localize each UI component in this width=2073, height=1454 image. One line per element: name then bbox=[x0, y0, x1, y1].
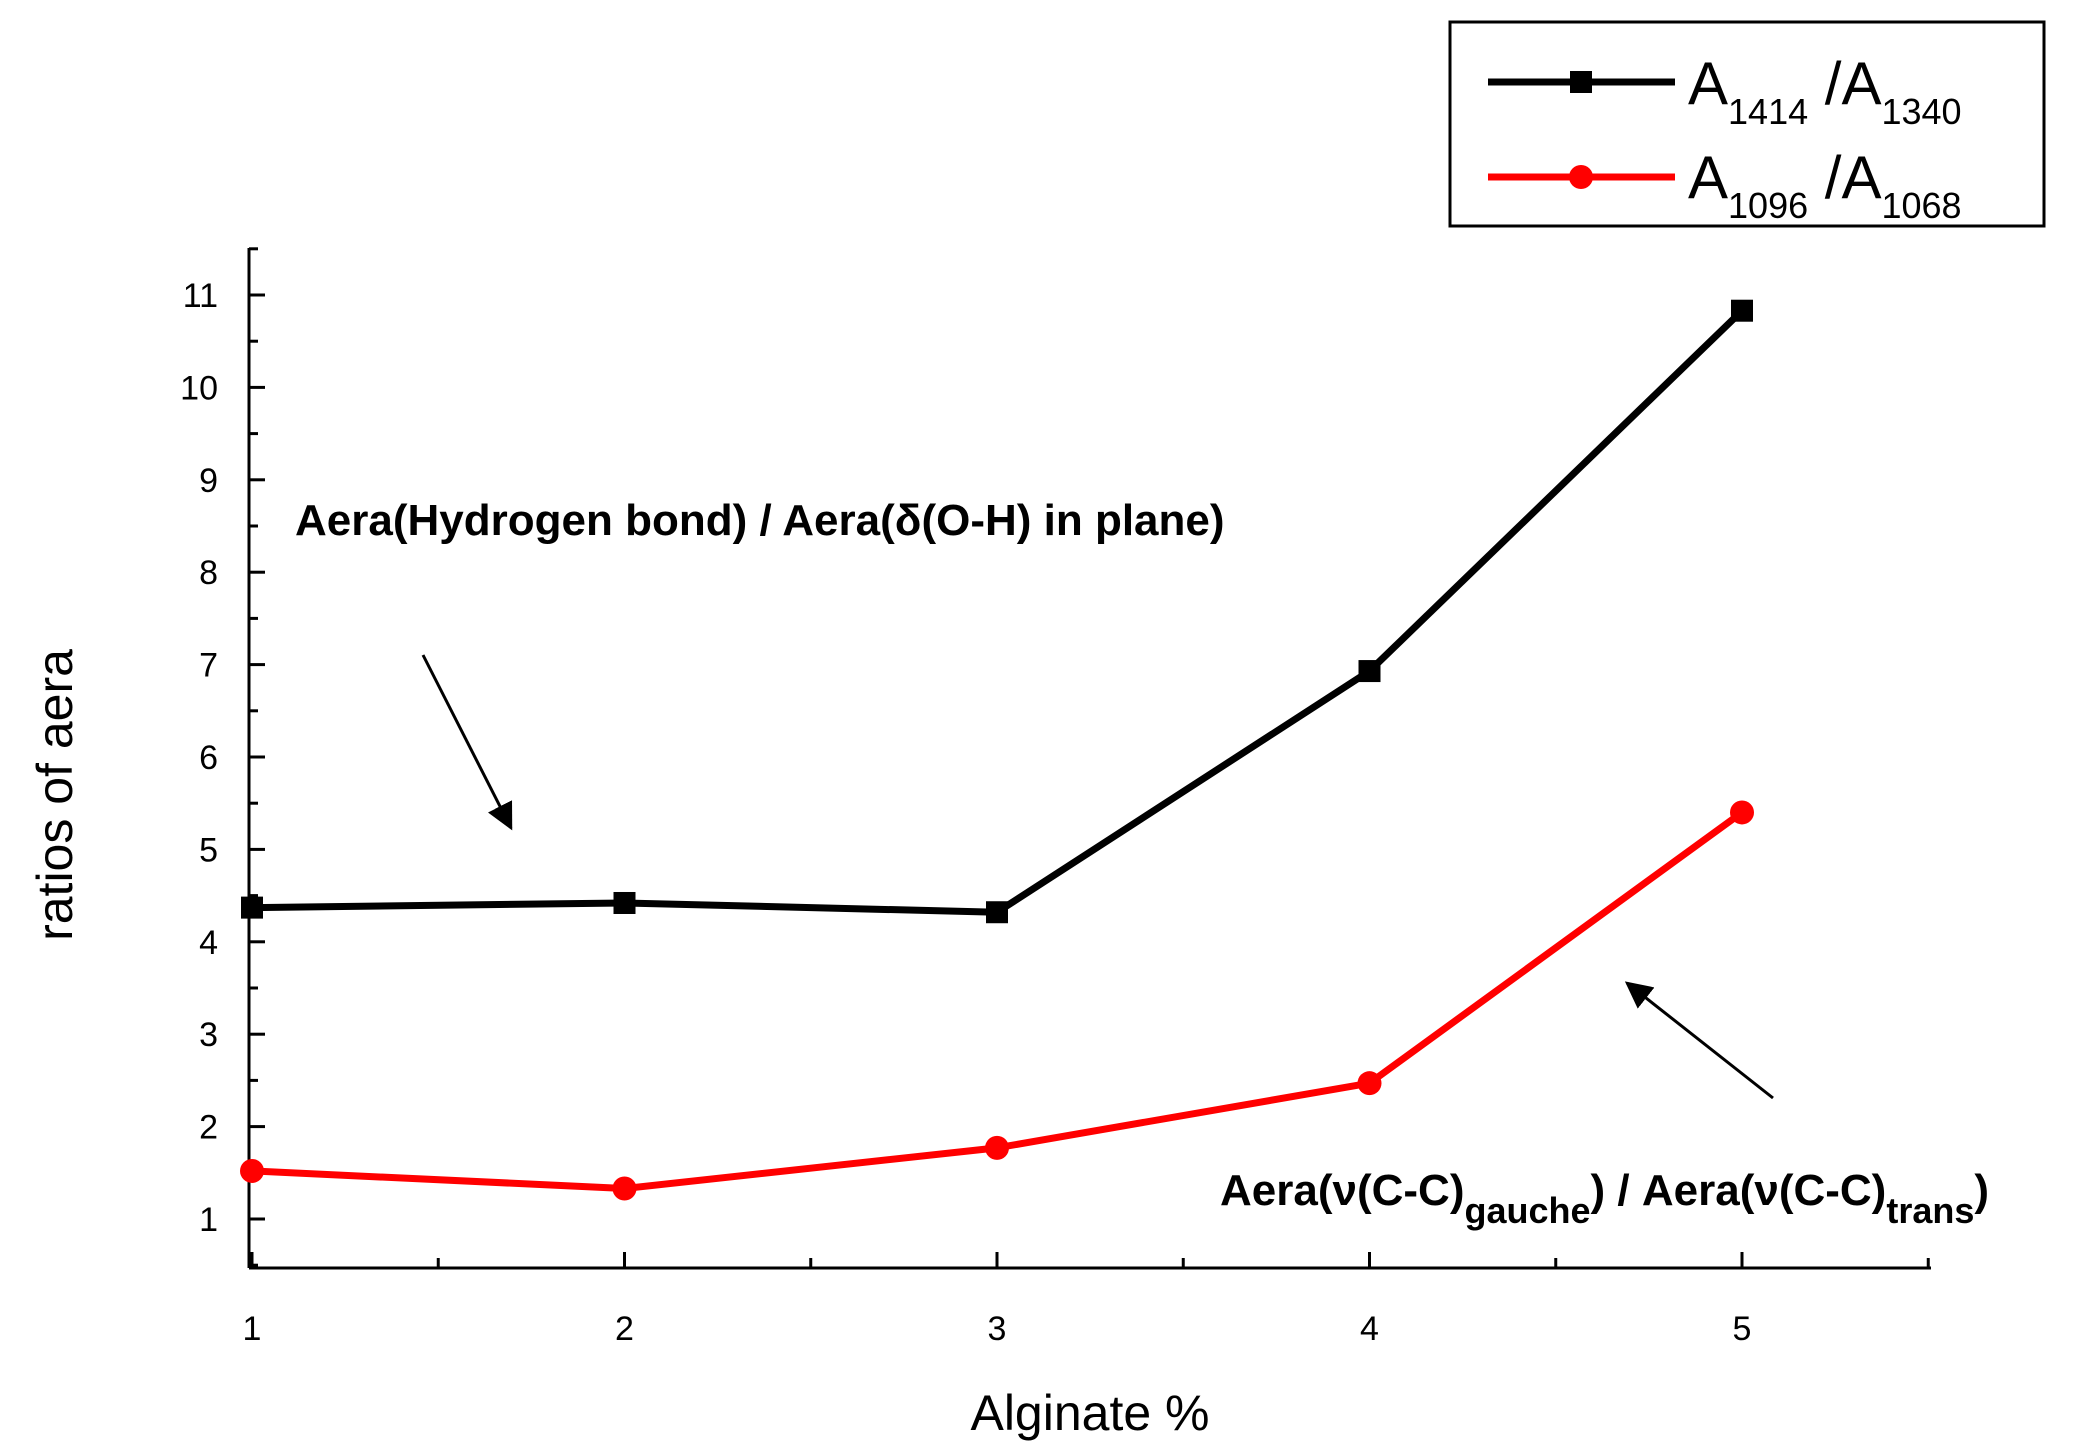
legend: A1414 /A1340 A1096 /A1068 bbox=[1448, 20, 2046, 228]
x-tick-label-1: 1 bbox=[243, 1310, 262, 1348]
legend-label-2: A1096 /A1068 bbox=[1688, 144, 1962, 226]
legend-label-2-sub1: 1096 bbox=[1728, 185, 1808, 226]
x-tick-label-2: 2 bbox=[615, 1310, 634, 1348]
series-2-point-4 bbox=[1357, 1071, 1382, 1096]
x-axis-title: Alginate % bbox=[970, 1385, 1209, 1441]
series-2-point-5 bbox=[1730, 800, 1754, 825]
series-1-point-3 bbox=[986, 901, 1008, 924]
y-axis-title: ratios of aera bbox=[27, 649, 83, 941]
y-tick-label-2: 2 bbox=[199, 1109, 218, 1147]
annotation-cc-part3: ) bbox=[1974, 1166, 1989, 1215]
series-1-point-2 bbox=[613, 891, 636, 914]
legend-label-1-mid: /A bbox=[1808, 50, 1881, 117]
y-tick-label-4: 4 bbox=[199, 924, 218, 962]
series-2-line bbox=[251, 809, 1745, 1193]
legend-label-2-sub2: 1068 bbox=[1881, 185, 1961, 226]
series-1 bbox=[241, 299, 1753, 924]
series-1-line bbox=[251, 308, 1745, 916]
y-tick-label-5: 5 bbox=[199, 831, 218, 869]
series-2-point-3 bbox=[985, 1135, 1009, 1160]
series-2 bbox=[240, 800, 1754, 1201]
annotation-cc-part2: ) / Aera(ν(C-C) bbox=[1591, 1166, 1887, 1215]
annotation-cc-sub-trans: trans bbox=[1886, 1190, 1974, 1231]
legend-label-1-base: A bbox=[1688, 50, 1728, 117]
series-1-point-1 bbox=[241, 896, 263, 919]
legend-label-2-mid: /A bbox=[1808, 144, 1881, 211]
x-ticks: 1 2 3 4 5 bbox=[243, 1252, 1930, 1348]
y-ticks: 1 2 3 4 5 6 7 8 9 10 11 bbox=[180, 247, 265, 1267]
x-tick-label-4: 4 bbox=[1360, 1310, 1379, 1348]
legend-item-series-2: A1096 /A1068 bbox=[1488, 144, 1962, 226]
legend-label-2-base: A bbox=[1688, 144, 1728, 211]
annotation-cc-sub-gauche: gauche bbox=[1464, 1190, 1590, 1231]
legend-swatch-marker-1 bbox=[1570, 71, 1592, 93]
axes bbox=[247, 248, 1931, 1270]
y-tick-label-3: 3 bbox=[199, 1016, 218, 1054]
series-2-point-1 bbox=[240, 1158, 264, 1183]
annotation-cc-arrow bbox=[1624, 981, 1774, 1100]
y-tick-label-11: 11 bbox=[183, 277, 218, 315]
y-tick-label-7: 7 bbox=[199, 647, 218, 685]
series-layer bbox=[240, 299, 1754, 1201]
y-tick-label-8: 8 bbox=[199, 554, 218, 592]
annotation-hydrogen-bond: Aera(Hydrogen bond) / Aera(δ(O-H) in pla… bbox=[295, 496, 1225, 545]
legend-item-series-1: A1414 /A1340 bbox=[1488, 50, 1962, 132]
annotation-hydrogen-bond-arrow bbox=[421, 654, 513, 831]
annotation-cc-part1: Aera(ν(C-C) bbox=[1220, 1166, 1464, 1215]
series-1-point-4 bbox=[1358, 660, 1381, 683]
legend-swatch-marker-2 bbox=[1569, 165, 1593, 189]
x-tick-label-5: 5 bbox=[1733, 1310, 1752, 1348]
y-tick-label-1: 1 bbox=[199, 1201, 218, 1239]
series-2-point-2 bbox=[612, 1176, 637, 1201]
series-1-point-5 bbox=[1731, 299, 1753, 322]
legend-label-1-sub1: 1414 bbox=[1728, 91, 1808, 132]
x-tick-label-3: 3 bbox=[988, 1310, 1007, 1348]
legend-label-1-sub2: 1340 bbox=[1881, 91, 1961, 132]
legend-label-1: A1414 /A1340 bbox=[1688, 50, 1962, 132]
y-tick-label-10: 10 bbox=[180, 369, 218, 407]
y-tick-label-6: 6 bbox=[199, 739, 218, 777]
y-tick-label-9: 9 bbox=[199, 462, 218, 500]
legend-box bbox=[1448, 20, 2046, 228]
annotation-cc-gauche-trans: Aera(ν(C-C)gauche) / Aera(ν(C-C)trans) bbox=[1220, 1166, 1989, 1231]
